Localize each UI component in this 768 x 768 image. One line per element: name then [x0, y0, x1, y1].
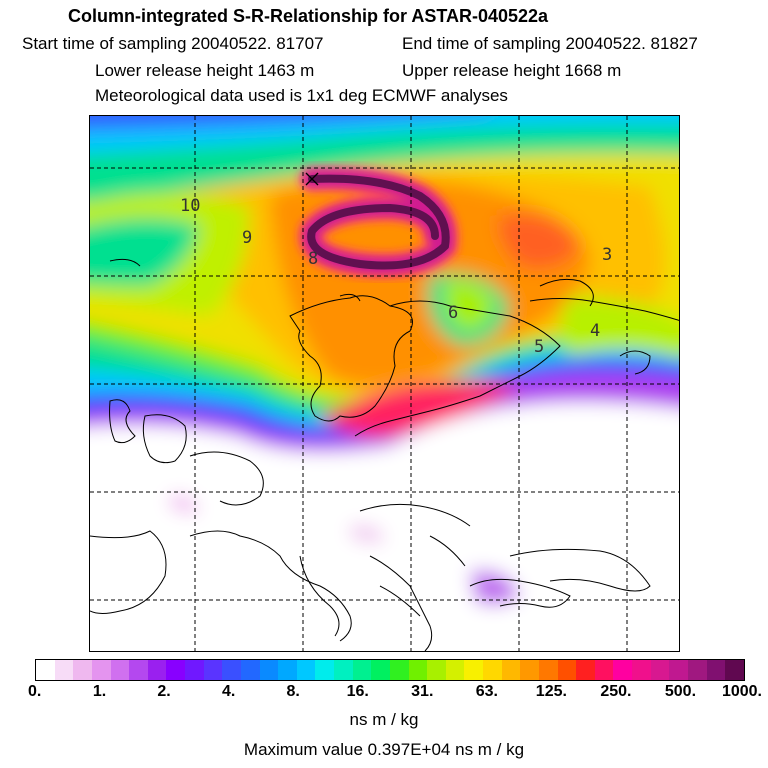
colorbar-segment — [408, 660, 428, 680]
colorbar-segment — [669, 660, 688, 680]
srr-map: 10 9 8 6 5 4 3 — [89, 115, 680, 652]
colorbar-segment — [36, 660, 55, 680]
day-label: 5 — [534, 337, 544, 357]
colorbar-segment — [427, 660, 446, 680]
colorbar-tick-label: 2. — [157, 683, 171, 700]
colorbar-segment — [371, 660, 390, 680]
colorbar-segment — [725, 660, 744, 680]
colorbar-tick-label: 125. — [535, 683, 567, 700]
day-label: 10 — [180, 196, 200, 216]
colorbar-tick-label: 250. — [600, 683, 632, 700]
colorbar-tick-label: 31. — [411, 683, 434, 700]
day-label: 9 — [242, 228, 252, 248]
colorbar-segment — [334, 660, 353, 680]
plume-core — [307, 174, 450, 270]
colorbar-segment — [557, 660, 577, 680]
colorbar-unit-label: ns m / kg — [349, 710, 419, 729]
colorbar-tick-label: 63. — [475, 683, 498, 700]
colorbar-segment — [222, 660, 241, 680]
colorbar-segment — [259, 660, 279, 680]
chart-title: Column-integrated S-R-Relationship for A… — [68, 6, 549, 26]
colorbar-segment — [613, 660, 632, 680]
colorbar-segment — [538, 660, 558, 680]
colorbar-segment — [185, 660, 204, 680]
day-label: 8 — [308, 249, 318, 269]
colorbar-segment — [129, 660, 148, 680]
colorbar-segment — [687, 660, 707, 680]
srr-map-svg: 10 9 8 6 5 4 3 — [90, 116, 679, 651]
colorbar-tick-label: 4. — [221, 683, 236, 700]
colorbar-tick-label: 8. — [286, 683, 300, 700]
colorbar-segment — [203, 660, 223, 680]
colorbar-segment — [147, 660, 167, 680]
x-release-marker-icon — [305, 172, 319, 186]
colorbar-tick-label: 1. — [92, 683, 107, 700]
colorbar-segment — [501, 660, 521, 680]
colorbar-segment — [650, 660, 670, 680]
colorbar-segment — [389, 660, 409, 680]
day-labels: 10 9 8 6 5 4 3 — [180, 196, 612, 357]
colorbar-segment — [73, 660, 92, 680]
end-time-label: End time of sampling 20040522. 81827 — [402, 34, 698, 53]
colorbar-segment — [240, 660, 260, 680]
colorbar-segment — [632, 660, 651, 680]
colorbar-segment — [110, 660, 130, 680]
coastlines — [90, 258, 679, 651]
colorbar-segment — [54, 660, 74, 680]
upper-height-label: Upper release height 1668 m — [402, 61, 622, 80]
start-time-label: Start time of sampling 20040522. 81707 — [22, 34, 324, 53]
colorbar-segment — [706, 660, 726, 680]
day-label: 6 — [448, 303, 458, 323]
graticule — [90, 116, 679, 651]
met-data-label: Meteorological data used is 1x1 deg ECMW… — [95, 86, 508, 105]
colorbar-segment — [520, 660, 539, 680]
colorbar-segment — [352, 660, 372, 680]
colorbar-tick-label: 500. — [664, 683, 697, 700]
day-label: 4 — [590, 321, 600, 341]
lower-height-label: Lower release height 1463 m — [95, 61, 315, 80]
colorbar-tick-label: 1000. — [721, 683, 762, 700]
colorbar-segment — [315, 660, 334, 680]
colorbar-segment — [445, 660, 465, 680]
colorbar-segment — [166, 660, 185, 680]
concentration-field — [90, 116, 679, 651]
colorbar-segment — [296, 660, 316, 680]
colorbar-segment — [576, 660, 595, 680]
colorbar-segment — [483, 660, 502, 680]
colorbar-tick-label: 16. — [346, 683, 369, 700]
day-label: 3 — [602, 245, 612, 265]
colorbar-segment — [91, 660, 111, 680]
colorbar-segment — [278, 660, 297, 680]
colorbar-segment — [594, 660, 614, 680]
max-value-label: Maximum value 0.397E+04 ns m / kg — [243, 740, 525, 759]
colorbar-segment — [464, 660, 483, 680]
colorbar-tick-label: 0. — [28, 683, 42, 700]
colorbar — [35, 659, 745, 681]
